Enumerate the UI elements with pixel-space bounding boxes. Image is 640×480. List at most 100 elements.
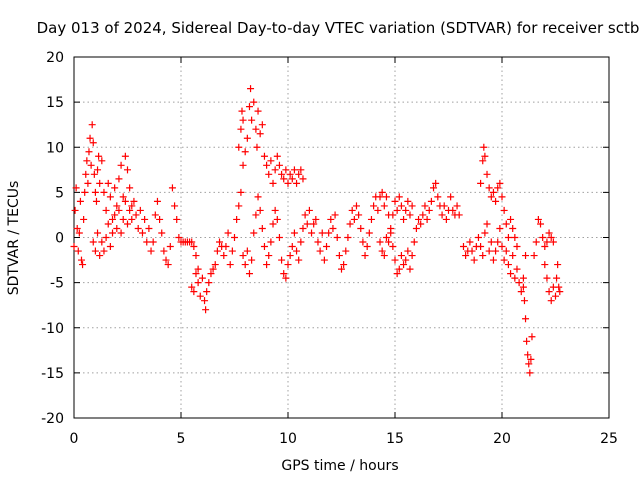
data-point bbox=[340, 261, 348, 269]
data-point bbox=[192, 252, 200, 260]
data-point bbox=[243, 134, 251, 142]
y-tick-label: 0 bbox=[55, 231, 64, 247]
data-point bbox=[82, 170, 90, 178]
data-point bbox=[145, 224, 153, 232]
data-point bbox=[537, 220, 545, 228]
data-point bbox=[301, 211, 309, 219]
data-point bbox=[385, 238, 393, 246]
data-point bbox=[498, 193, 506, 201]
data-point bbox=[408, 252, 416, 260]
data-point bbox=[173, 215, 181, 223]
data-point bbox=[235, 202, 243, 210]
data-point bbox=[547, 297, 555, 305]
data-point bbox=[241, 148, 249, 156]
data-point bbox=[425, 206, 433, 214]
data-point bbox=[71, 206, 79, 214]
data-point bbox=[231, 234, 238, 241]
data-point bbox=[485, 247, 493, 255]
data-point bbox=[494, 238, 502, 246]
data-point bbox=[492, 247, 500, 255]
data-point bbox=[258, 121, 266, 129]
data-point bbox=[389, 211, 397, 219]
data-point bbox=[308, 229, 316, 237]
data-point bbox=[496, 179, 504, 187]
data-point bbox=[400, 215, 408, 223]
y-tick-label: -20 bbox=[41, 411, 64, 427]
data-point bbox=[143, 238, 151, 246]
data-point bbox=[316, 247, 324, 255]
data-point bbox=[115, 206, 123, 214]
data-point bbox=[299, 175, 307, 183]
data-point bbox=[286, 252, 294, 260]
data-point bbox=[98, 238, 106, 246]
data-point bbox=[188, 238, 196, 246]
data-point bbox=[211, 261, 219, 269]
data-point bbox=[515, 279, 523, 287]
data-point bbox=[378, 247, 386, 255]
data-point bbox=[269, 220, 277, 228]
data-point bbox=[87, 161, 95, 169]
data-point bbox=[198, 274, 206, 282]
data-point bbox=[271, 206, 279, 214]
y-tick-label: -15 bbox=[41, 366, 64, 382]
data-point bbox=[104, 179, 112, 187]
data-point bbox=[404, 247, 412, 255]
data-point bbox=[248, 256, 256, 264]
y-axis-label: SDTVAR / TECUs bbox=[6, 181, 22, 296]
data-point bbox=[86, 134, 94, 142]
data-point bbox=[408, 202, 416, 210]
data-point bbox=[104, 220, 112, 228]
data-point bbox=[361, 252, 369, 260]
data-point bbox=[342, 247, 350, 255]
data-point bbox=[504, 234, 512, 241]
data-point bbox=[348, 206, 356, 214]
data-point bbox=[286, 170, 294, 178]
data-point bbox=[79, 261, 87, 269]
data-point bbox=[194, 265, 202, 273]
data-point bbox=[263, 161, 271, 169]
data-point bbox=[427, 197, 435, 205]
data-point bbox=[528, 333, 536, 341]
data-point bbox=[94, 229, 102, 237]
data-point bbox=[357, 224, 365, 232]
data-point bbox=[102, 206, 110, 214]
data-point bbox=[254, 193, 262, 201]
data-point bbox=[149, 238, 157, 246]
data-point bbox=[466, 238, 474, 246]
data-point bbox=[284, 179, 292, 187]
data-point bbox=[224, 229, 232, 237]
y-tick-label: 20 bbox=[46, 50, 64, 66]
data-point bbox=[275, 234, 283, 241]
data-point bbox=[220, 252, 228, 260]
data-points bbox=[70, 85, 564, 377]
data-point bbox=[545, 229, 553, 237]
data-point bbox=[500, 256, 508, 264]
data-point bbox=[278, 170, 286, 178]
data-point bbox=[325, 229, 333, 237]
data-point bbox=[412, 224, 420, 232]
data-point bbox=[485, 184, 493, 192]
data-point bbox=[376, 193, 384, 201]
data-point bbox=[267, 157, 275, 165]
data-point bbox=[534, 215, 542, 223]
data-point bbox=[222, 243, 230, 251]
data-point bbox=[507, 270, 515, 278]
data-point bbox=[552, 292, 559, 300]
data-point bbox=[402, 206, 410, 214]
data-point bbox=[479, 252, 487, 260]
data-point bbox=[539, 234, 547, 241]
tick-labels: 0 5 10 15 20 25 -20 -15 -10 -5 0 5 10 15 20 bbox=[41, 50, 618, 447]
data-point bbox=[299, 224, 307, 232]
data-point bbox=[282, 274, 290, 282]
y-tick-label: 5 bbox=[55, 185, 64, 201]
data-point bbox=[284, 261, 292, 269]
data-point bbox=[318, 229, 326, 237]
data-point bbox=[100, 188, 108, 196]
data-point bbox=[95, 152, 103, 160]
data-point bbox=[94, 166, 102, 174]
data-point bbox=[111, 184, 119, 192]
data-point bbox=[92, 197, 100, 205]
data-point bbox=[228, 247, 236, 255]
data-point bbox=[162, 256, 170, 264]
data-point bbox=[158, 229, 166, 237]
